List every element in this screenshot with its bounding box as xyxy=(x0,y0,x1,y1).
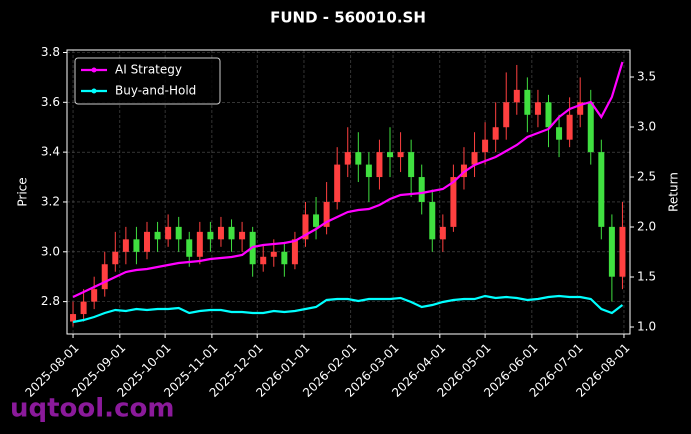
candle-body xyxy=(376,152,383,178)
y2-tick-label: 1.0 xyxy=(637,320,656,334)
candle-body xyxy=(260,256,267,265)
watermark: uqtool.com xyxy=(10,394,174,424)
candle-body xyxy=(587,102,594,153)
y2-tick-label: 3.0 xyxy=(637,120,656,134)
candle-body xyxy=(418,177,425,202)
candle-body xyxy=(228,226,235,240)
candle-body xyxy=(313,214,320,227)
candle-body xyxy=(70,314,77,322)
candle-body xyxy=(133,239,140,252)
y2-tick-label: 1.5 xyxy=(637,270,656,284)
candle-body xyxy=(355,152,362,165)
legend-box xyxy=(74,57,221,105)
candle-body xyxy=(334,164,341,202)
candle-body xyxy=(80,301,87,315)
y2-tick-label: 2.0 xyxy=(637,220,656,234)
y-tick-label: 2.8 xyxy=(41,294,60,308)
candle-body xyxy=(471,152,478,165)
candle-body xyxy=(270,251,277,257)
candle-body xyxy=(365,164,372,178)
candle-body xyxy=(175,226,182,240)
candle-body xyxy=(323,201,330,227)
candle-body xyxy=(186,239,193,257)
y2-tick-label: 2.5 xyxy=(637,170,656,184)
candle-body xyxy=(344,152,351,165)
y2-tick-label: 3.5 xyxy=(637,70,656,84)
legend-marker xyxy=(91,88,97,94)
candle-body xyxy=(91,289,98,302)
y-tick-label: 3.2 xyxy=(41,194,60,208)
y-axis-label: Price xyxy=(16,177,30,206)
candle-body xyxy=(291,239,298,265)
candle-body xyxy=(439,226,446,240)
candle-body xyxy=(239,231,246,240)
candle-body xyxy=(101,264,108,290)
candle-body xyxy=(387,152,394,158)
line-series xyxy=(72,294,624,324)
y-tick-label: 3.6 xyxy=(41,95,60,109)
candle-body xyxy=(196,231,203,257)
candle-body xyxy=(482,139,489,153)
candle-body xyxy=(397,152,404,158)
plot-frame xyxy=(66,49,631,335)
candle-body xyxy=(577,102,584,115)
candle-body xyxy=(429,201,436,240)
candle-body xyxy=(165,226,172,240)
candle-body xyxy=(281,251,288,265)
candle-body xyxy=(503,102,510,128)
candle-body xyxy=(534,102,541,115)
y-tick-label: 3.0 xyxy=(41,244,60,258)
candle-body xyxy=(217,226,224,240)
candle-body xyxy=(619,226,626,277)
y-tick-label: 3.4 xyxy=(41,145,60,159)
y-tick-label: 3.8 xyxy=(41,45,60,59)
chart-title: FUND - 560010.SH xyxy=(270,9,426,27)
candle-body xyxy=(450,177,457,227)
legend-label: Buy-and-Hold xyxy=(115,84,196,98)
candle-body xyxy=(566,114,573,140)
candle-body xyxy=(302,214,309,240)
candle-body xyxy=(608,226,615,277)
candle-body xyxy=(143,231,150,252)
candle-body xyxy=(122,239,129,252)
legend-marker xyxy=(91,67,97,73)
line-series xyxy=(72,61,624,298)
candle-body xyxy=(408,152,415,178)
candle-body xyxy=(492,127,499,140)
candle-body xyxy=(524,89,531,115)
candle-body xyxy=(154,231,161,240)
candle-body xyxy=(112,251,119,265)
candle-body xyxy=(545,102,552,128)
candle-body xyxy=(207,231,214,240)
candle-body xyxy=(556,127,563,140)
y2-axis-label: Return xyxy=(667,172,681,212)
legend-label: AI Strategy xyxy=(115,63,182,77)
candle-body xyxy=(598,152,605,227)
candle-body xyxy=(513,89,520,103)
